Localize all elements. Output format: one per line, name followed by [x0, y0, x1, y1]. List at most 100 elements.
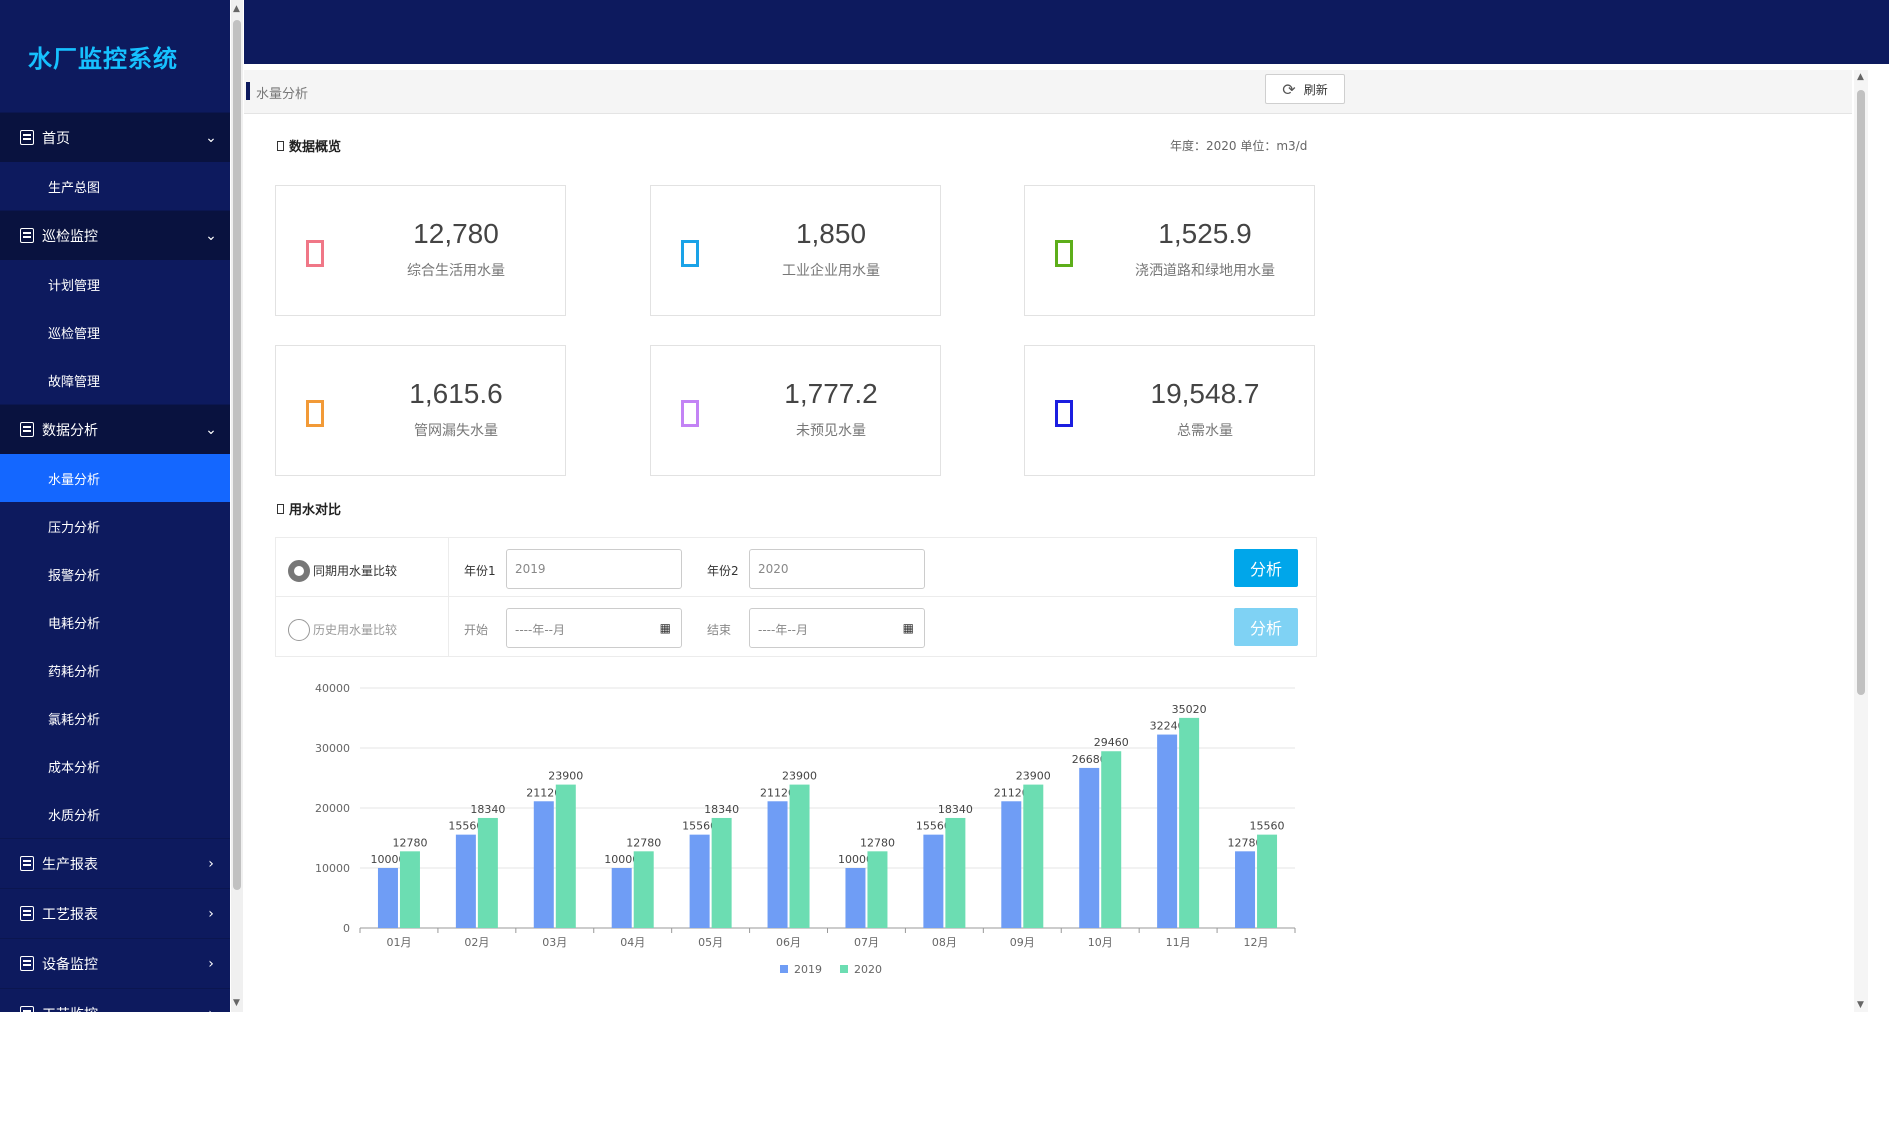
- card-value: 1,850: [795, 218, 867, 249]
- card-label: 管网漏失水量: [414, 423, 498, 439]
- menu-item-production-overview[interactable]: 生产总图: [0, 162, 230, 210]
- data-label: 23900: [1016, 770, 1051, 783]
- data-label: 15560: [916, 820, 951, 833]
- menu-item-cost-analysis[interactable]: 成本分析: [0, 742, 230, 790]
- data-label: 12780: [626, 836, 661, 849]
- sidebar: 水厂监控系统 首页 ⌄ 生产总图 巡检监控 ⌄ 计划管理 巡检管理 故障管理 数…: [0, 0, 230, 1012]
- menu-item-fault-management[interactable]: 故障管理: [0, 356, 230, 404]
- card-value: 12,780: [413, 218, 499, 249]
- menu-group-label: 数据分析: [42, 422, 98, 439]
- menu-group-home[interactable]: 首页 ⌄: [0, 112, 230, 162]
- x-tick-label: 09月: [1010, 936, 1035, 949]
- bar-2019: [689, 834, 710, 928]
- year1-input[interactable]: 2019: [506, 549, 682, 589]
- sidebar-scrollbar-thumb[interactable]: [233, 20, 241, 890]
- data-label: 15560: [448, 820, 483, 833]
- refresh-button[interactable]: ⟳ 刷新: [1265, 74, 1345, 104]
- menu-item-inspection-management[interactable]: 巡检管理: [0, 308, 230, 356]
- scroll-up-arrow-icon[interactable]: ▲: [233, 4, 240, 14]
- chevron-down-icon: ⌄: [205, 130, 217, 146]
- menu-group-process-monitor[interactable]: 工艺监控 ›: [0, 988, 230, 1012]
- bar-2019: [377, 868, 398, 928]
- analyze-history-button[interactable]: 分析: [1234, 608, 1298, 646]
- bar-2019: [611, 868, 632, 928]
- menu-group-label: 工艺监控: [42, 1004, 98, 1013]
- menu-item-pressure-analysis[interactable]: 压力分析: [0, 502, 230, 550]
- chevron-down-icon: ⌄: [205, 228, 217, 244]
- x-tick-label: 04月: [620, 936, 645, 949]
- x-tick-label: 02月: [464, 936, 489, 949]
- data-label: 12780: [860, 836, 895, 849]
- card-icon: [306, 400, 324, 427]
- bar-2019: [1235, 851, 1256, 928]
- menu-group-equipment-monitor[interactable]: 设备监控 ›: [0, 938, 230, 988]
- stat-card-irrigation: 1,525.9 浇洒道路和绿地用水量: [1024, 185, 1315, 316]
- data-label: 12780: [392, 836, 427, 849]
- data-label: 15560: [1250, 820, 1285, 833]
- year1-label: 年份1: [464, 564, 496, 578]
- bar-2020: [945, 817, 966, 928]
- bar-2020: [477, 817, 498, 928]
- card-icon: [306, 240, 324, 267]
- menu-item-quality-analysis[interactable]: 水质分析: [0, 790, 230, 838]
- radio-history[interactable]: [288, 619, 310, 641]
- water-comparison-bar-chart: 0 10000 20000 30000 40000 01月 10000 12780 02月 155…: [315, 682, 1296, 976]
- legend-swatch: [780, 965, 788, 973]
- chevron-right-icon: ›: [208, 906, 214, 922]
- x-tick-label: 12月: [1244, 936, 1269, 949]
- document-icon: [20, 906, 34, 921]
- main-scrollbar-thumb[interactable]: [1857, 90, 1865, 695]
- menu-item-alarm-analysis[interactable]: 报警分析: [0, 550, 230, 598]
- card-icon: [681, 400, 699, 427]
- data-label: 29460: [1094, 736, 1129, 749]
- calendar-icon[interactable]: ▦: [902, 621, 914, 635]
- stat-card-industrial: 1,850 工业企业用水量: [650, 185, 941, 316]
- menu-group-inspection[interactable]: 巡检监控 ⌄: [0, 210, 230, 260]
- data-label: 15560: [682, 820, 717, 833]
- legend-label: 2020: [854, 963, 882, 976]
- menu-group-data-analysis[interactable]: 数据分析 ⌄: [0, 404, 230, 454]
- stat-card-unforeseen: 1,777.2 未预见水量: [650, 345, 941, 476]
- menu-item-chlorine-analysis[interactable]: 氯耗分析: [0, 694, 230, 742]
- overview-title-text: 数据概览: [289, 140, 342, 155]
- start-month-input[interactable]: ----年--月 ▦: [506, 608, 682, 648]
- bar-2020: [867, 851, 888, 928]
- breadcrumb-marker: [246, 82, 250, 100]
- radio-same-period[interactable]: [288, 560, 310, 582]
- calendar-icon[interactable]: ▦: [659, 621, 671, 635]
- menu-group-process-report[interactable]: 工艺报表 ›: [0, 888, 230, 938]
- menu-group-label: 首页: [42, 130, 70, 147]
- bar-2020: [1257, 834, 1278, 928]
- menu-group-label: 工艺报表: [42, 906, 98, 923]
- x-tick-label: 08月: [932, 936, 957, 949]
- top-header: [244, 0, 1889, 64]
- start-month-value: ----年--月: [515, 623, 565, 637]
- data-label: 23900: [782, 770, 817, 783]
- year2-input[interactable]: 2020: [749, 549, 925, 589]
- menu-item-water-analysis[interactable]: 水量分析: [0, 454, 230, 502]
- breadcrumb: 水量分析: [256, 87, 309, 102]
- compare-row-history: 历史用水量比较 开始 ----年--月 ▦ 结束 ----年--月 ▦ 分析: [276, 597, 1316, 656]
- card-icon: [1055, 400, 1073, 427]
- y-tick-label: 40000: [315, 682, 350, 695]
- overview-title: 数据概览: [277, 136, 341, 155]
- card-label: 综合生活用水量: [407, 263, 505, 279]
- main-scrollbar[interactable]: ▲ ▼: [1854, 70, 1868, 1012]
- scroll-down-arrow-icon[interactable]: ▼: [233, 998, 240, 1008]
- scroll-up-arrow-icon[interactable]: ▲: [1857, 72, 1864, 82]
- scroll-down-arrow-icon[interactable]: ▼: [1857, 1000, 1864, 1010]
- compare-form: 同期用水量比较 年份1 2019 年份2 2020 分析 历史用水量比较 开始 …: [275, 537, 1317, 657]
- menu-item-plan-management[interactable]: 计划管理: [0, 260, 230, 308]
- menu-item-chemical-analysis[interactable]: 药耗分析: [0, 646, 230, 694]
- analyze-button[interactable]: 分析: [1234, 549, 1298, 587]
- end-month-input[interactable]: ----年--月 ▦: [749, 608, 925, 648]
- start-label: 开始: [464, 623, 489, 637]
- breadcrumb-bar: 水量分析 ⟳ 刷新: [244, 70, 1852, 114]
- menu-group-label: 生产报表: [42, 856, 98, 873]
- sidebar-scrollbar[interactable]: ▲ ▼: [231, 0, 243, 1012]
- menu-group-production-report[interactable]: 生产报表 ›: [0, 838, 230, 888]
- card-value: 1,615.6: [409, 378, 503, 409]
- bar-2019: [923, 834, 944, 928]
- bar-2019: [1001, 801, 1022, 928]
- menu-item-power-analysis[interactable]: 电耗分析: [0, 598, 230, 646]
